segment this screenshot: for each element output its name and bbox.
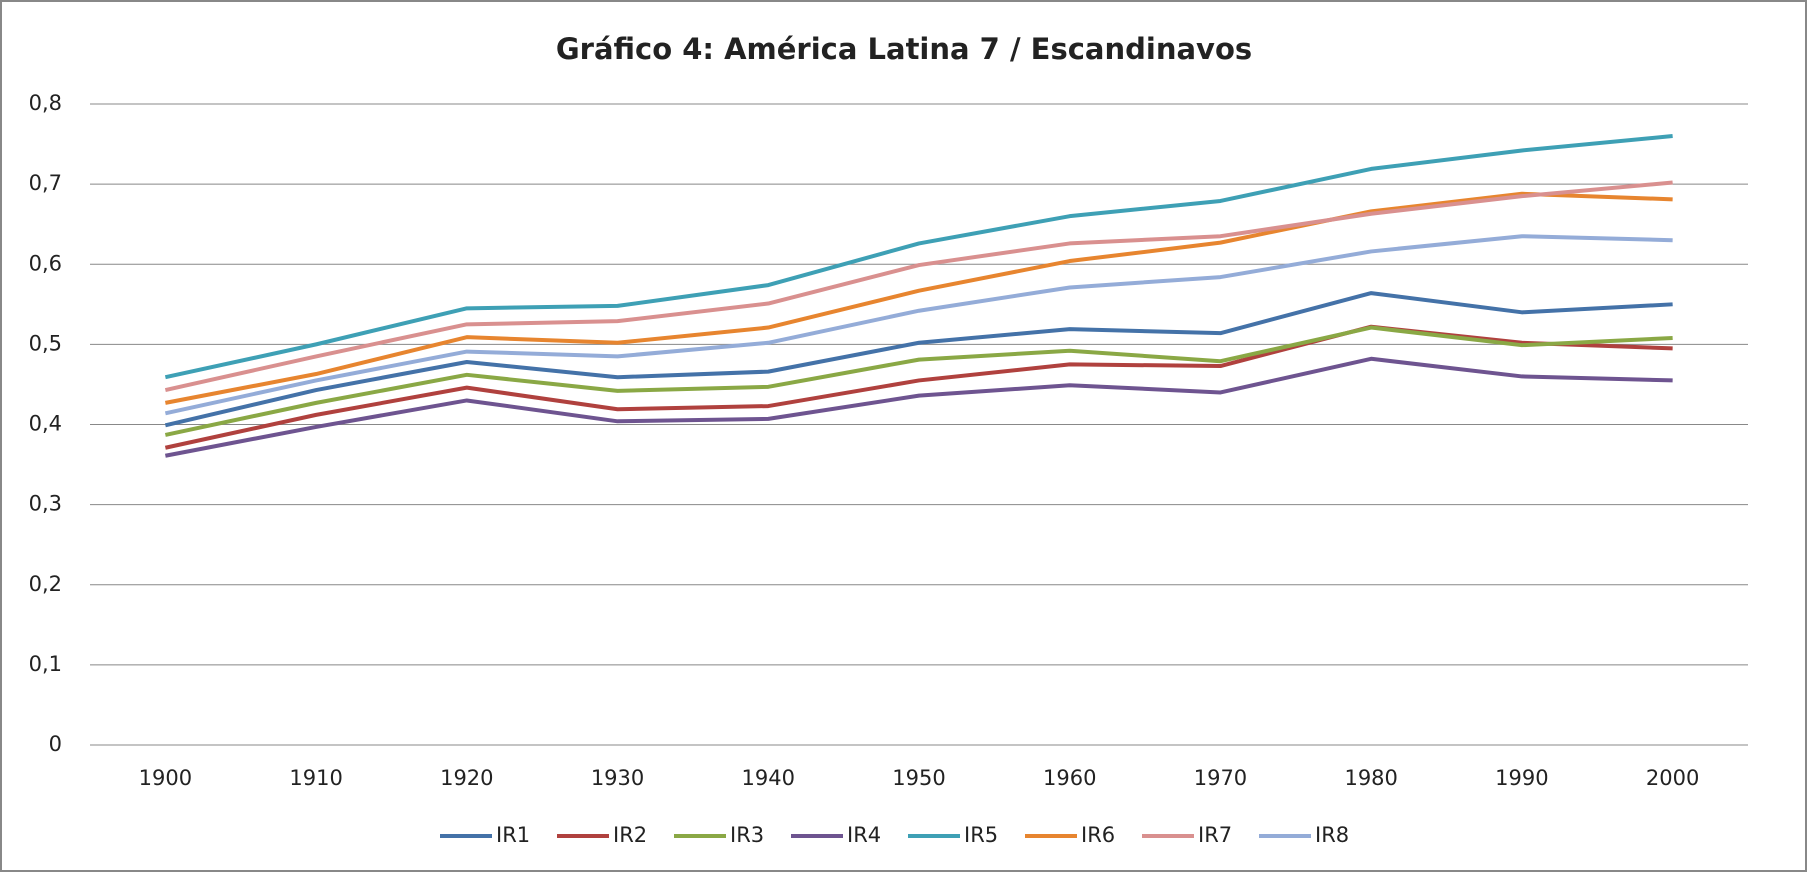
y-tick-label: 0,5 bbox=[29, 331, 62, 355]
legend-label: IR1 bbox=[496, 823, 530, 847]
x-tick-label: 1980 bbox=[1344, 766, 1397, 790]
chart-title: Gráfico 4: América Latina 7 / Escandinav… bbox=[556, 32, 1252, 66]
y-tick-label: 0,7 bbox=[29, 171, 62, 195]
x-tick-label: 1910 bbox=[289, 766, 342, 790]
y-tick-label: 0,8 bbox=[29, 91, 62, 115]
series-line bbox=[164, 356, 1673, 458]
y-tick-label: 0,2 bbox=[29, 572, 62, 596]
legend-label: IR6 bbox=[1081, 823, 1115, 847]
x-tick-label: 1930 bbox=[591, 766, 644, 790]
y-tick-label: 0,4 bbox=[29, 412, 62, 436]
x-tick-label: 1970 bbox=[1194, 766, 1247, 790]
series-line bbox=[164, 180, 1673, 392]
y-tick-label: 0,6 bbox=[29, 251, 62, 275]
x-tick-label: 2000 bbox=[1646, 766, 1699, 790]
legend-label: IR2 bbox=[613, 823, 647, 847]
y-tick-label: 0,1 bbox=[29, 652, 62, 676]
x-tick-label: 1960 bbox=[1043, 766, 1096, 790]
legend-label: IR8 bbox=[1315, 823, 1349, 847]
x-tick-label: 1940 bbox=[742, 766, 795, 790]
y-tick-label: 0 bbox=[49, 732, 62, 756]
legend-label: IR5 bbox=[964, 823, 998, 847]
x-tick-label: 1900 bbox=[139, 766, 192, 790]
legend-label: IR7 bbox=[1198, 823, 1232, 847]
legend-label: IR3 bbox=[730, 823, 764, 847]
series-line bbox=[164, 134, 1673, 380]
series-line bbox=[164, 325, 1673, 437]
y-tick-label: 0,3 bbox=[29, 492, 62, 516]
series-line bbox=[164, 191, 1673, 405]
x-tick-label: 1990 bbox=[1495, 766, 1548, 790]
legend-label: IR4 bbox=[847, 823, 881, 847]
x-tick-label: 1950 bbox=[892, 766, 945, 790]
series-line bbox=[164, 234, 1673, 416]
x-tick-label: 1920 bbox=[440, 766, 493, 790]
series-line bbox=[164, 291, 1673, 428]
